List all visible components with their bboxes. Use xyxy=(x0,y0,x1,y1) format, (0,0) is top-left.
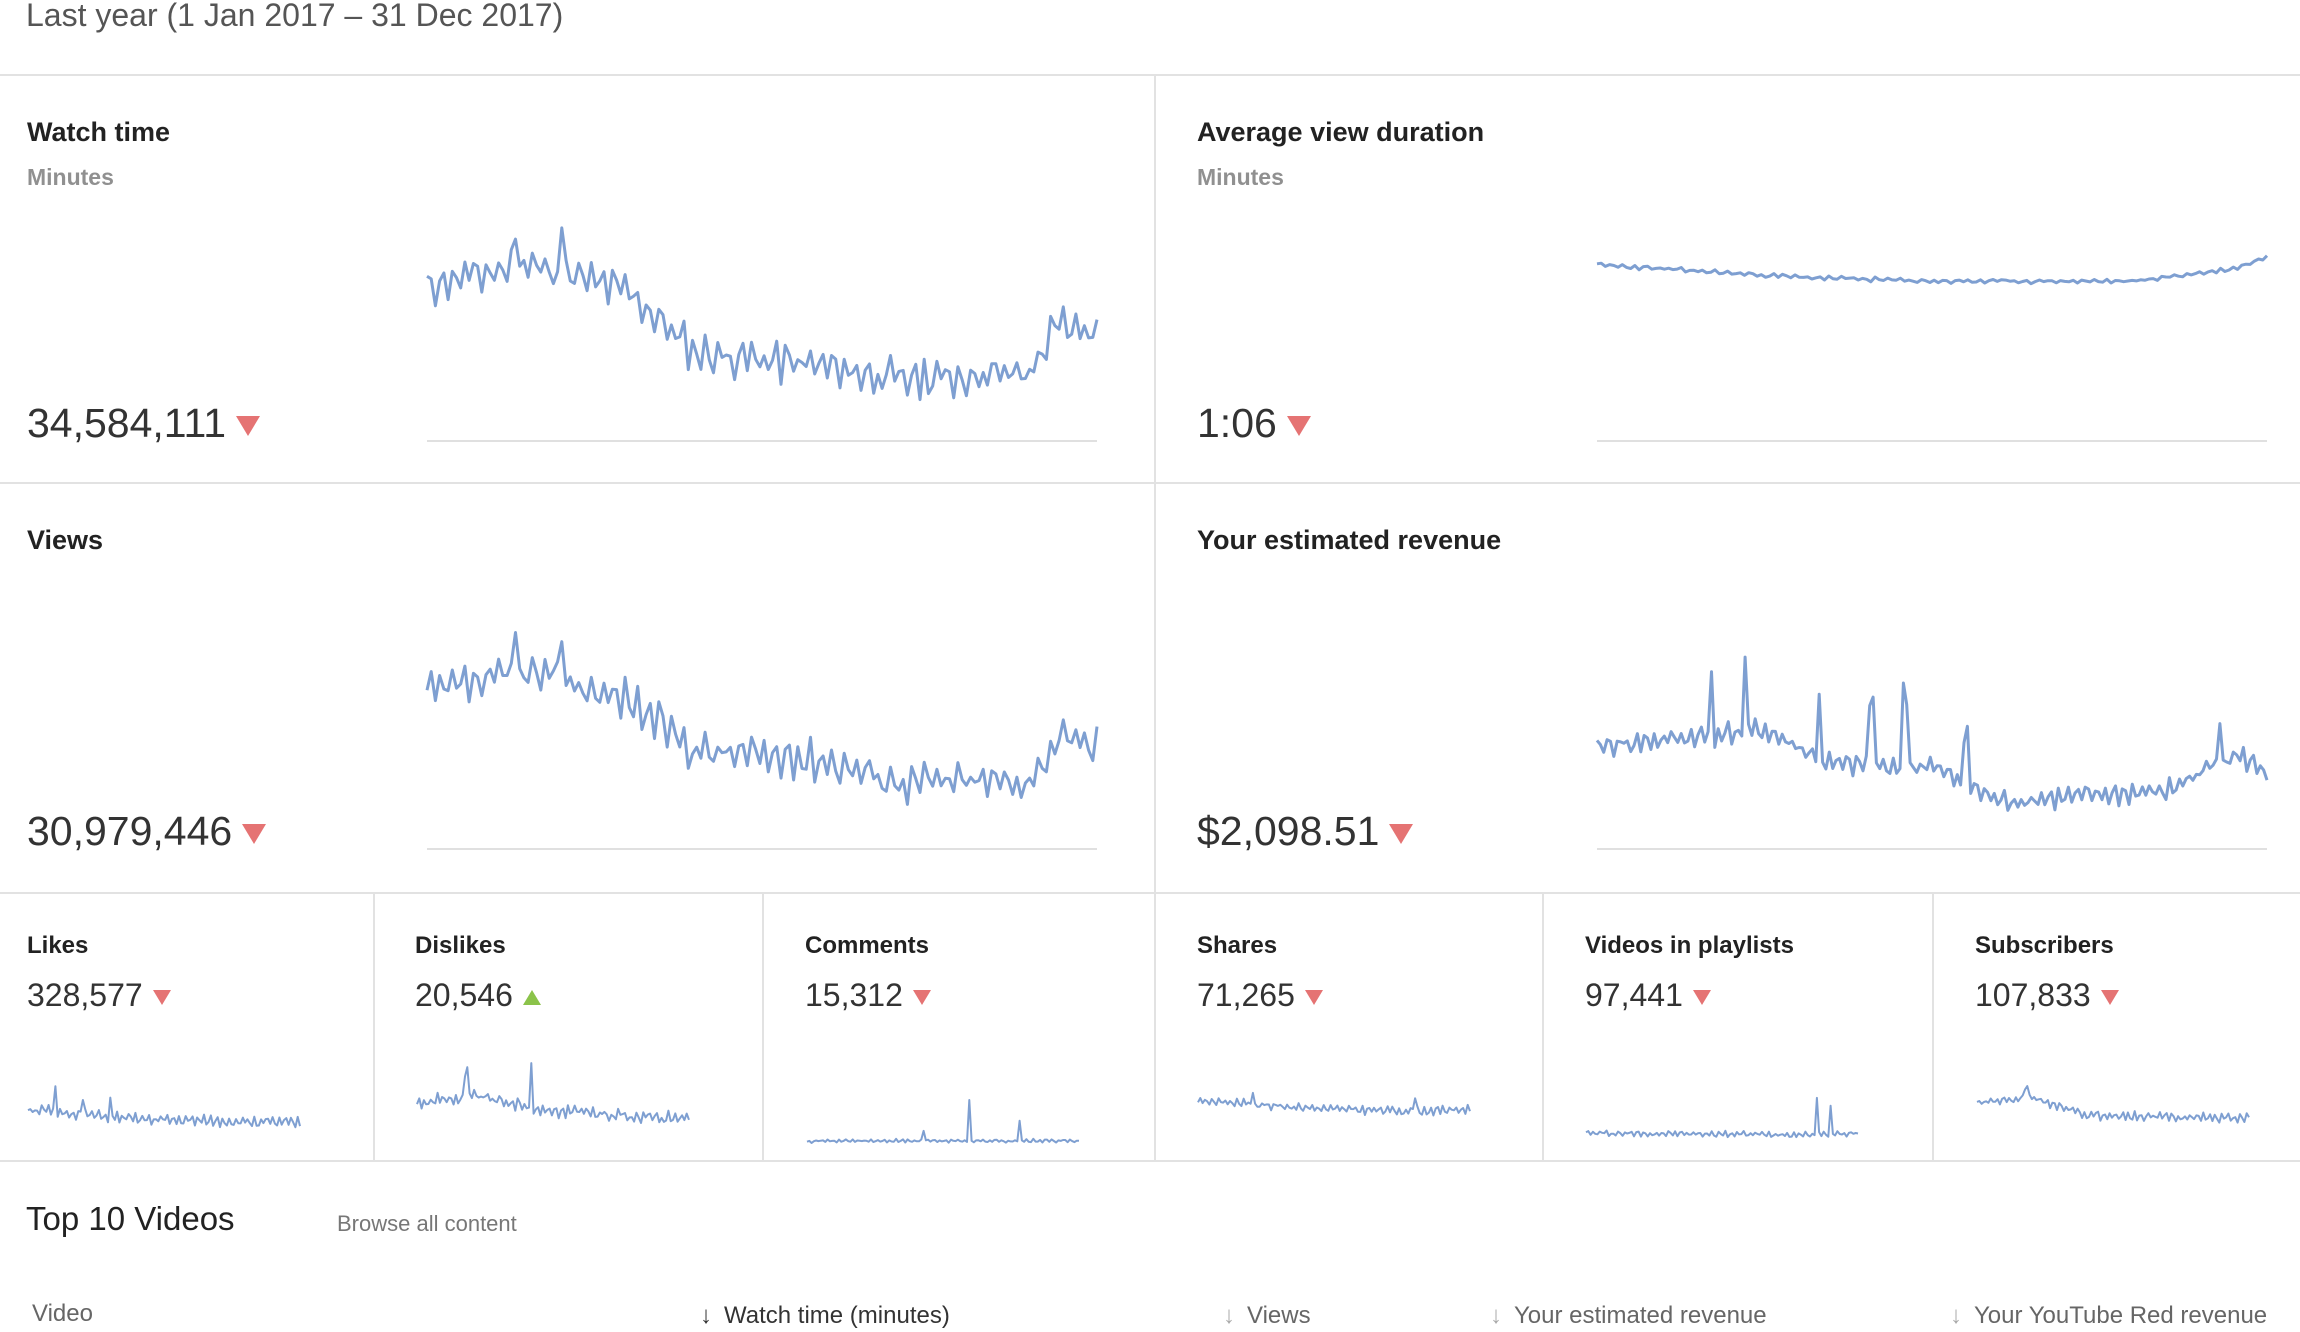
metric-value: 1:06 xyxy=(1197,400,1277,446)
comments-sparkline xyxy=(806,1099,1080,1144)
card-subtitle: Minutes xyxy=(1197,164,1284,190)
card-title: Watch time xyxy=(27,117,171,147)
column-label: Watch time (minutes) xyxy=(724,1302,950,1329)
metric-value: 71,265 xyxy=(1197,977,1295,1013)
trend-down-icon xyxy=(1389,824,1414,845)
divider xyxy=(762,893,764,1160)
playlists-sparkline xyxy=(1585,1096,1859,1139)
divider xyxy=(1154,75,1156,1160)
sort-arrow-down-icon: ↓ xyxy=(1950,1302,1962,1329)
watch-time-sparkline xyxy=(426,226,1099,442)
trend-down-icon xyxy=(236,416,261,437)
trend-down-icon xyxy=(242,824,267,845)
date-range-label[interactable]: Last year (1 Jan 2017 – 31 Dec 2017) xyxy=(26,0,564,33)
card-title: Average view duration xyxy=(1197,117,1485,147)
sparkline-path xyxy=(425,631,1099,806)
column-header-revenue[interactable]: ↓ Your estimated revenue xyxy=(1490,1302,1767,1330)
card-title: Comments xyxy=(805,932,930,959)
sparkline-path xyxy=(1197,1091,1471,1117)
top-videos-title: Top 10 Videos xyxy=(26,1200,235,1237)
divider xyxy=(1932,893,1934,1160)
subscribers-sparkline xyxy=(1976,1085,2250,1124)
column-header-red-revenue[interactable]: ↓ Your YouTube Red revenue xyxy=(1950,1302,2267,1330)
sparkline-path xyxy=(416,1062,690,1124)
column-header-watch-time[interactable]: ↓ Watch time (minutes) xyxy=(700,1302,950,1330)
trend-down-icon xyxy=(1692,990,1711,1006)
trend-up-icon xyxy=(522,990,541,1006)
sparkline-path xyxy=(1596,254,2269,286)
revenue-sparkline xyxy=(1595,655,2269,850)
sort-arrow-down-icon: ↓ xyxy=(700,1302,712,1329)
column-header-video[interactable]: Video xyxy=(32,1300,93,1327)
likes-sparkline xyxy=(27,1085,301,1129)
metric-value: 20,546 xyxy=(415,977,513,1013)
metric-value: 34,584,111 xyxy=(27,400,227,446)
dislikes-sparkline xyxy=(416,1062,690,1124)
column-label: Your YouTube Red revenue xyxy=(1974,1302,2268,1329)
divider xyxy=(0,482,2300,484)
divider xyxy=(1542,893,1544,1160)
card-title: Shares xyxy=(1197,932,1278,959)
divider xyxy=(0,1160,2300,1162)
metric-value: 107,833 xyxy=(1975,977,2091,1013)
card-title: Views xyxy=(27,525,104,555)
metric-value: 15,312 xyxy=(805,977,903,1013)
card-title: Subscribers xyxy=(1975,932,2114,959)
column-label: Views xyxy=(1247,1302,1311,1329)
metric-value: 328,577 xyxy=(27,977,143,1013)
shares-sparkline xyxy=(1197,1091,1471,1117)
divider xyxy=(0,74,2300,76)
sparkline-path xyxy=(1595,655,2269,812)
sort-arrow-down-icon: ↓ xyxy=(1223,1302,1235,1329)
trend-down-icon xyxy=(912,990,931,1006)
sparkline-path xyxy=(426,226,1099,402)
card-title: Dislikes xyxy=(415,932,506,959)
column-header-views[interactable]: ↓ Views xyxy=(1223,1302,1311,1330)
sparkline-path xyxy=(1585,1096,1859,1139)
divider xyxy=(0,892,2300,894)
card-title: Your estimated revenue xyxy=(1197,525,1502,555)
metric-value: 30,979,446 xyxy=(27,808,233,854)
sort-arrow-down-icon: ↓ xyxy=(1490,1302,1502,1329)
sparkline-path xyxy=(1976,1085,2250,1124)
avg-view-duration-sparkline xyxy=(1596,254,2269,442)
browse-all-content-link[interactable]: Browse all content xyxy=(337,1211,517,1236)
sparkline-path xyxy=(806,1099,1080,1144)
views-sparkline xyxy=(425,631,1099,850)
sparkline-path xyxy=(27,1085,301,1129)
trend-down-icon xyxy=(1304,990,1323,1006)
trend-down-icon xyxy=(1286,416,1311,437)
card-subtitle: Minutes xyxy=(27,164,114,190)
card-title: Likes xyxy=(27,932,89,959)
trend-down-icon xyxy=(152,990,171,1006)
card-title: Videos in playlists xyxy=(1585,932,1794,959)
column-label: Your estimated revenue xyxy=(1514,1302,1767,1329)
trend-down-icon xyxy=(2100,990,2119,1006)
metric-value: $2,098.51 xyxy=(1197,808,1380,854)
divider xyxy=(373,893,375,1160)
metric-value: 97,441 xyxy=(1585,977,1683,1013)
